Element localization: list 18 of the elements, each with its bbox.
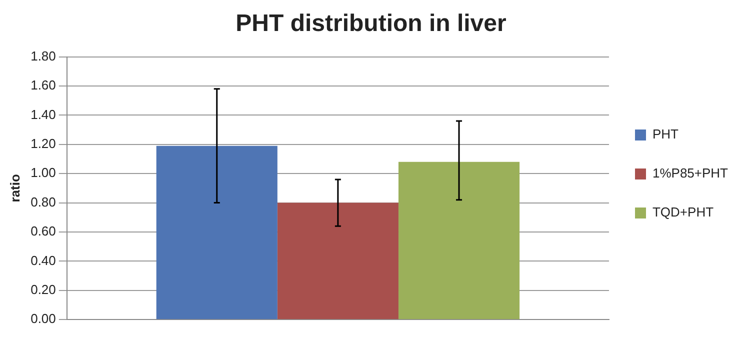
y-tick-label: 0.40	[30, 252, 56, 268]
legend-label: PHT	[652, 126, 679, 142]
y-tick-label: 0.80	[30, 194, 56, 210]
chart-title: PHT distribution in liver	[236, 10, 506, 38]
y-tick-label: 1.80	[30, 48, 56, 64]
y-axis-title: ratio	[7, 174, 22, 202]
bar	[277, 202, 398, 320]
y-tick-label: 0.60	[30, 224, 56, 239]
legend-label: TQD+PHT	[652, 204, 714, 220]
y-tick-label: 1.20	[30, 136, 56, 151]
y-tick-label: 1.00	[30, 165, 56, 180]
bar	[156, 146, 278, 320]
y-tick-label: 1.40	[30, 106, 56, 122]
y-tick-label: 0.20	[30, 282, 56, 297]
legend-label: 1%P85+PHT	[652, 166, 728, 181]
y-tick-label: 1.60	[30, 78, 56, 93]
y-tick-label: 0.00	[30, 311, 56, 326]
bar	[398, 162, 520, 320]
